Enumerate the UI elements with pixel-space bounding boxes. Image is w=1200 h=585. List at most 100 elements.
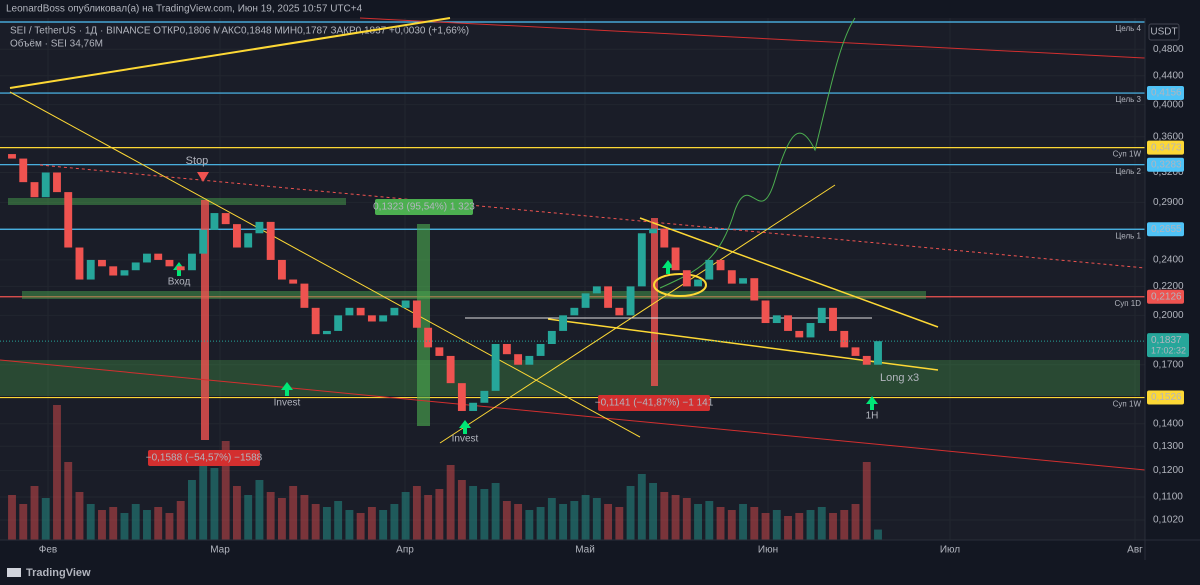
candle-body [637,233,646,287]
candle-body [98,259,106,267]
volume-bar [322,507,331,540]
candle-body [671,247,680,271]
candle-body [660,228,669,248]
price-box-label: 0,2655 [1151,224,1182,235]
x-tick-label: Июл [940,545,960,556]
current-price: 0,1837 [1151,335,1182,346]
volume-bar [30,486,39,540]
candle-body [435,347,444,356]
volume-bar [469,486,478,540]
candle-body [41,172,50,198]
volume-bar [817,507,826,540]
candle-body [289,279,298,284]
volume-bar [705,501,714,540]
x-tick-label: Авг [1127,545,1143,556]
volume-bar [660,492,669,540]
candle-body [154,253,163,260]
price-box-label: 0,2126 [1151,291,1182,302]
volume-bar [120,513,129,540]
volume-bar [232,486,241,540]
volume-bar [188,480,196,540]
volume-bar [8,495,16,540]
loss-label: −0,1141 (−41,87%) −1 141 [595,398,714,409]
volume-bar [165,513,174,540]
x-tick-label: Июн [758,545,778,556]
volume-bar [255,480,264,540]
volume-bar [829,513,837,540]
volume-line: Объём · SEI 34,76M [10,38,103,50]
symbol-line: SEI / TetherUS · 1Д · BINANCE ОТКР0,1806… [10,26,469,37]
candle-body [772,315,781,324]
long-label: Long x3 [880,372,919,384]
candle-body [277,259,286,280]
price-box-label: 0,3473 [1151,142,1182,153]
volume-bar [806,510,815,540]
candle-body [8,154,16,159]
candle-body [649,228,658,234]
volume-bar [300,495,309,540]
x-tick-label: Фев [39,545,57,556]
level-label: Цель 3 [1115,95,1141,104]
candle-body [739,278,747,284]
candle-body [604,286,613,308]
candle-body [457,383,466,411]
candle-body [581,293,590,308]
candle-body [829,307,837,331]
candle-body [255,221,264,234]
y-tick-label: 0,3200 [1153,167,1184,178]
candle-body [851,347,860,356]
volume-bar [334,501,343,540]
volume-bar [367,507,376,540]
currency: USDT [1150,27,1177,38]
candle-body [356,307,365,316]
candle-body [784,315,792,331]
current-price-box [1147,333,1189,358]
candle-body [446,355,455,384]
y-tick-label: 0,3600 [1153,131,1184,142]
candle-body [244,233,253,248]
volume-bar [739,504,747,540]
volume-bar [64,462,73,540]
y-tick-label: 0,1700 [1153,359,1184,370]
y-tick-label: 0,2000 [1153,310,1184,321]
volume-bar [424,495,433,540]
y-tick-label: 0,1300 [1153,441,1184,452]
volume-bar [41,498,50,540]
volume-bar [862,462,871,540]
volume-bar [457,480,466,540]
volume-bar [390,504,399,540]
volume-bar [176,501,185,540]
invest-label: Invest [274,398,301,409]
drawings [0,17,1146,471]
volume-bar [109,507,118,540]
candle-body [232,224,241,248]
candle-body [188,253,196,271]
price-box [1147,140,1184,155]
volume-bar [199,462,208,540]
volume-bar [649,483,658,540]
candle-body [311,307,320,335]
candle-body [682,270,691,287]
level-label: Суп 1W [1113,150,1142,159]
volume-bar [682,498,691,540]
brand-logo [7,568,21,577]
volume-bar [716,507,725,540]
candle-body [334,315,343,331]
candle-body [626,286,635,316]
volume-bar [851,504,860,540]
publisher: LeonardBoss опубликовал(а) на TradingVie… [6,3,363,15]
level-label: Суп 1D [1114,299,1141,308]
volume-bar [570,501,579,540]
y-tick-label: 0,4000 [1153,99,1184,110]
candle-body [502,344,511,355]
volume-bar [379,510,388,540]
volume-bar [525,510,534,540]
volume-bar [604,504,613,540]
volume-bar [727,510,736,540]
volume-bar [637,474,646,540]
volume-bar [671,495,680,540]
candle-body [795,330,804,338]
y-tick-label: 0,1100 [1153,492,1183,503]
candle-body [345,307,354,316]
candle-body [840,330,849,348]
